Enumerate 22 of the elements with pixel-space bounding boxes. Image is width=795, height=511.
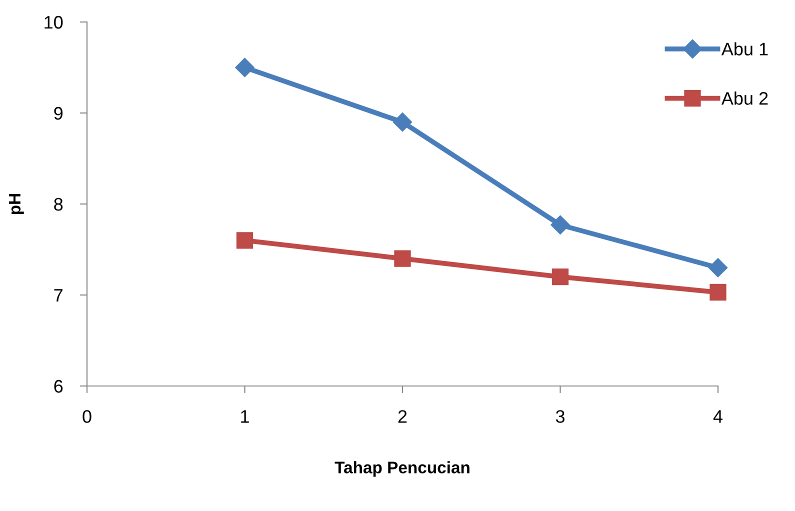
y-tick-label: 7	[54, 289, 62, 302]
y-tick-label: 9	[54, 106, 63, 120]
point	[394, 250, 411, 267]
y-tick-label: 8	[54, 198, 63, 211]
point	[708, 258, 728, 278]
point	[550, 215, 570, 234]
legend-label: Abu 2	[721, 92, 768, 105]
point	[552, 268, 569, 286]
x-axis-title: Tahap Pencucian	[334, 461, 470, 477]
y-axis-title: pH	[8, 194, 24, 214]
point	[235, 58, 254, 78]
x-tick-label: 3	[556, 410, 564, 423]
x-tick-label: 0	[82, 410, 92, 423]
legend-label: Abu 1	[721, 42, 768, 56]
x-tick-label: 4	[713, 410, 722, 423]
y-tick-label: 10	[44, 16, 63, 29]
point	[236, 232, 254, 249]
y-tick-label: 6	[54, 380, 63, 393]
point	[392, 112, 412, 132]
x-tick-label: 2	[398, 410, 407, 423]
point	[710, 284, 726, 301]
x-tick-label: 1	[241, 410, 249, 423]
